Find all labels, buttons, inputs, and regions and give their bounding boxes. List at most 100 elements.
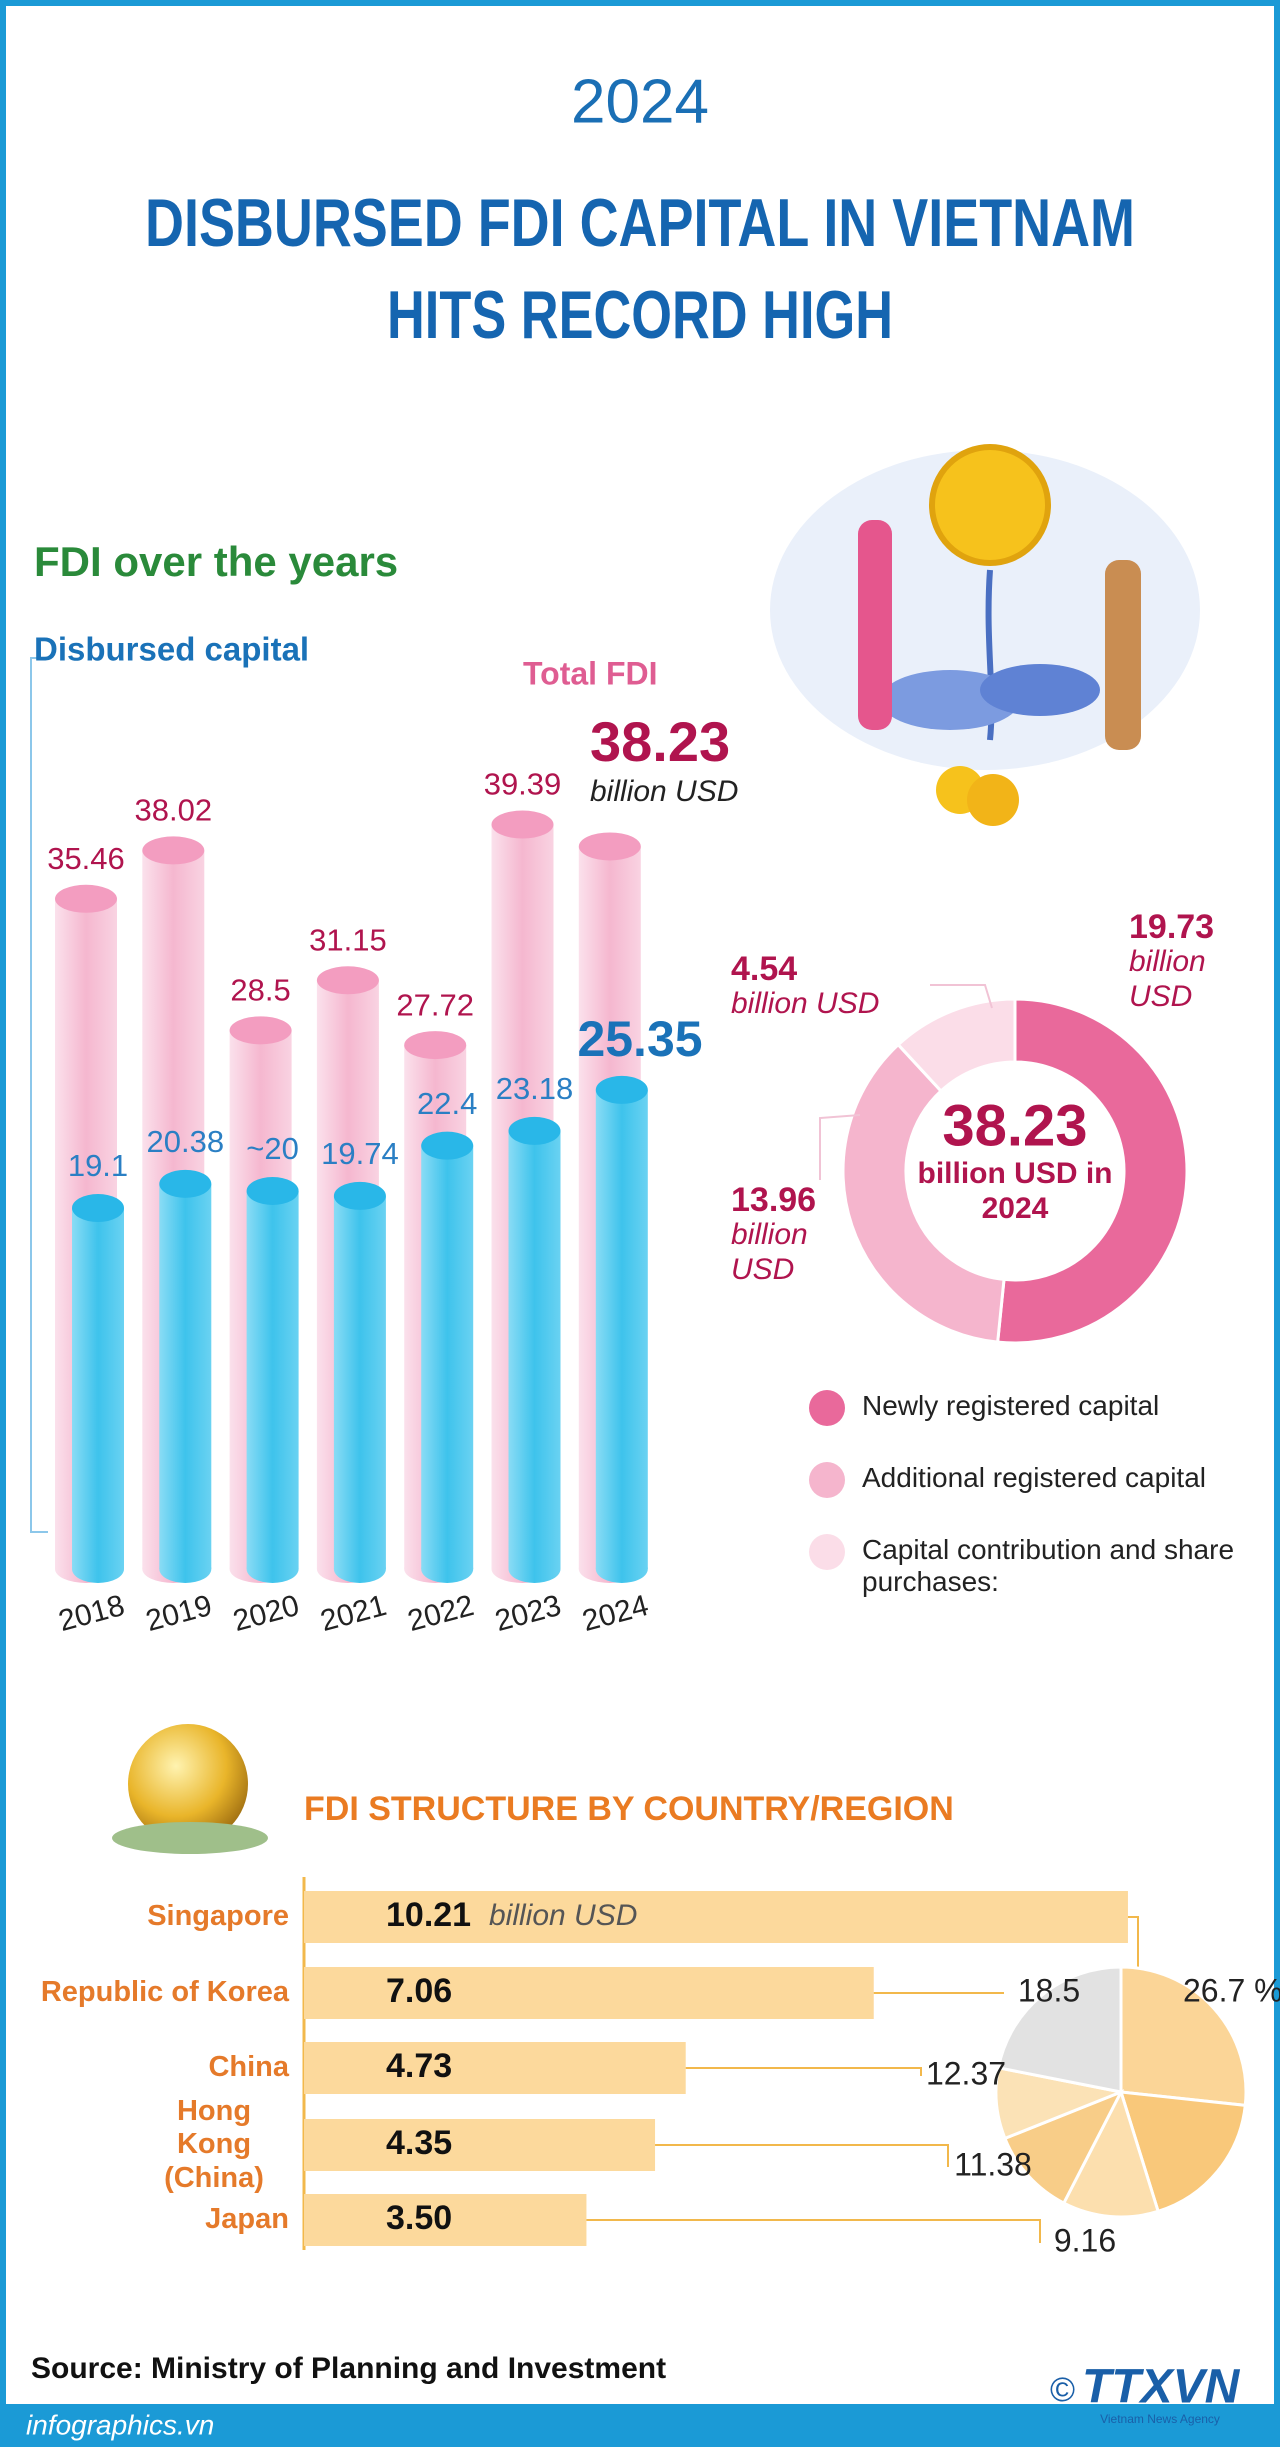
value-label: 13.96 xyxy=(731,1181,816,1219)
unit-label: billion USD xyxy=(731,1218,808,1286)
bar xyxy=(246,1191,299,1569)
legend-label: Total FDI xyxy=(523,655,658,691)
connector xyxy=(685,2067,922,2076)
chart-title: FDI STRUCTURE BY COUNTRY/REGION xyxy=(304,1790,954,1828)
x-tick-label: 2019 xyxy=(142,1589,215,1638)
value-label: 19.73 xyxy=(1129,908,1214,946)
value-label: 7.06 xyxy=(386,1972,452,2010)
legend-swatch xyxy=(809,1462,845,1498)
value-label: 23.18 xyxy=(496,1071,574,1106)
pie-slice xyxy=(1118,2090,1247,2214)
pie-slice xyxy=(1061,2088,1161,2219)
cylinder-top xyxy=(578,832,641,861)
source: Source: Ministry of Planning and Investm… xyxy=(31,2352,666,2385)
pie-slice xyxy=(896,997,1017,1094)
category-label: Japan xyxy=(205,2203,289,2236)
cylinder-top xyxy=(316,966,379,995)
legend-label: Additional registered capital xyxy=(862,1462,1206,1493)
copyright: © xyxy=(1050,2371,1075,2409)
value-label: 38.23 xyxy=(590,710,730,773)
bar xyxy=(304,2119,656,2171)
value-label: 20.38 xyxy=(147,1124,225,1159)
category-label: Singapore xyxy=(147,1900,289,1933)
bar xyxy=(304,1891,1128,1943)
bar xyxy=(333,1195,386,1569)
cylinder-top xyxy=(595,1075,648,1104)
globe-icon xyxy=(128,1724,248,1844)
unit-label: billion USD xyxy=(731,987,880,1020)
year-heading: 2024 xyxy=(571,67,709,136)
value-label: 31.15 xyxy=(309,922,387,957)
x-tick-label: 2021 xyxy=(317,1589,390,1638)
unit-label: billion USD xyxy=(1129,945,1206,1013)
pie-slice xyxy=(996,997,1189,1345)
cylinder-top xyxy=(333,1181,386,1210)
chart-title: FDI over the years xyxy=(34,538,398,585)
x-tick-label: 2020 xyxy=(230,1589,303,1638)
value-label: 9.16 xyxy=(1054,2222,1116,2258)
title-line: HITS RECORD HIGH xyxy=(387,277,893,353)
leaf xyxy=(980,664,1100,716)
unit-label: billion USD xyxy=(590,775,738,808)
value-label: 4.54 xyxy=(731,950,797,988)
bar xyxy=(595,1089,648,1569)
value-label: 35.46 xyxy=(47,841,125,876)
category-label: Hong Kong (China) xyxy=(164,2094,264,2194)
value-label: 39.39 xyxy=(484,767,562,802)
cylinder-top xyxy=(159,1169,212,1198)
money-pile xyxy=(112,1822,268,1854)
value-label: 28.5 xyxy=(230,973,290,1008)
value-label: 22.4 xyxy=(417,1086,477,1121)
legend-label: Disbursed capital xyxy=(34,631,309,668)
value-label: 3.50 xyxy=(386,2199,452,2237)
x-tick-label: 2024 xyxy=(579,1589,652,1638)
figure xyxy=(858,520,892,730)
x-tick-label: 2023 xyxy=(492,1589,565,1638)
legend-swatch xyxy=(809,1534,845,1570)
footer-bar xyxy=(0,2404,1280,2447)
cylinder-top xyxy=(404,1031,467,1060)
bar xyxy=(304,2194,587,2246)
unit-label: billion USD xyxy=(489,1899,637,1932)
value-label: 4.35 xyxy=(386,2124,452,2162)
value-label: ~20 xyxy=(246,1131,299,1166)
value-label: 11.38 xyxy=(954,2146,1032,2182)
legend-swatch xyxy=(809,1390,845,1426)
x-tick-label: 2018 xyxy=(55,1589,128,1638)
cylinder-top xyxy=(142,836,205,865)
connector xyxy=(930,984,993,1009)
x-tick-label: 2022 xyxy=(404,1589,477,1638)
figure xyxy=(1105,560,1141,750)
cylinder-top xyxy=(246,1177,299,1205)
pie-slice xyxy=(841,1042,1006,1344)
site: infographics.vn xyxy=(26,2409,214,2440)
bracket xyxy=(30,657,48,1533)
title-line: DISBURSED FDI CAPITAL IN VIETNAM xyxy=(145,185,1135,261)
value-label: 26.7 % xyxy=(1183,1972,1280,2008)
bar xyxy=(304,1967,874,2019)
value-label: 10.21 xyxy=(386,1896,471,1934)
legend-label: Capital contribution and share purchases… xyxy=(862,1534,1235,1598)
value-label: 19.1 xyxy=(68,1148,128,1183)
bar xyxy=(304,2042,686,2094)
connector xyxy=(819,1114,861,1180)
legend-label: Newly registered capital xyxy=(862,1390,1160,1421)
connector xyxy=(655,2144,949,2167)
center-value: 38.23 xyxy=(942,1093,1087,1158)
bar xyxy=(421,1145,474,1569)
cylinder-top xyxy=(421,1131,474,1160)
pie-rest xyxy=(996,1965,1123,2094)
center-text: billion USD in 2024 xyxy=(917,1157,1113,1225)
cylinder-top xyxy=(72,1194,124,1223)
pie-slice xyxy=(1002,2089,1125,2206)
value-label: 25.35 xyxy=(577,1011,702,1067)
value-label: 12.37 xyxy=(926,2055,1006,2091)
cylinder-top xyxy=(508,1116,561,1145)
bar xyxy=(72,1208,124,1569)
logo: TTXVN xyxy=(1082,2361,1241,2414)
value-label: 18.5 xyxy=(1018,1972,1080,2008)
cylinder-top xyxy=(229,1016,292,1045)
value-label: 38.02 xyxy=(135,793,213,828)
cylinder-top xyxy=(55,884,117,913)
